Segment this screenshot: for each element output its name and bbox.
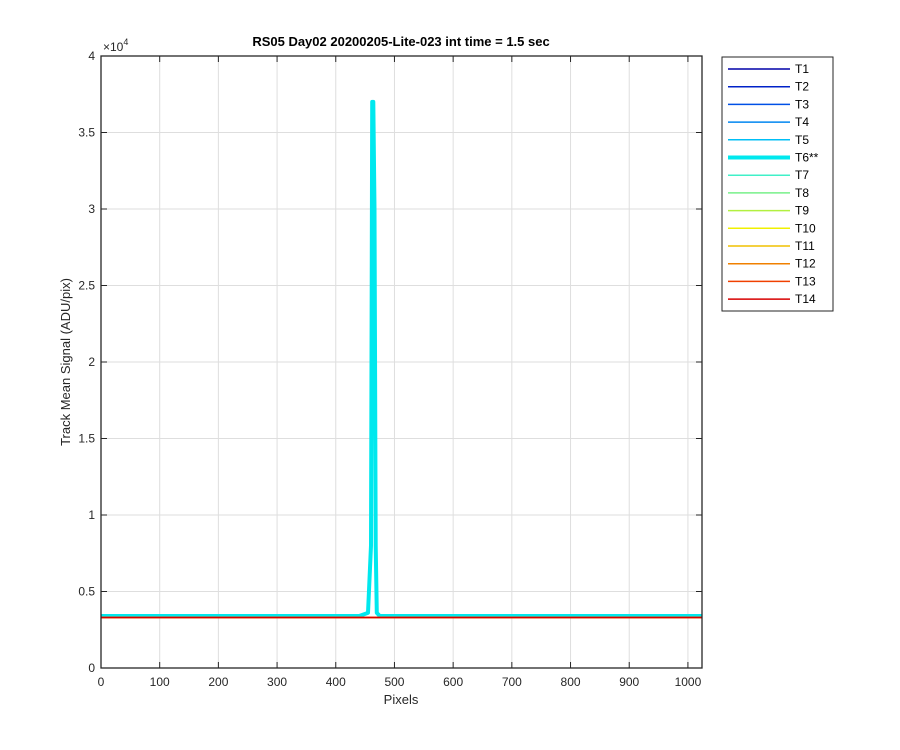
legend-entry: T8 bbox=[728, 186, 809, 200]
x-tick-label: 900 bbox=[619, 675, 639, 689]
legend-entry: T3 bbox=[728, 97, 809, 111]
legend-label: T12 bbox=[795, 257, 816, 271]
legend-entry: T14 bbox=[728, 292, 816, 306]
series-line-t6 bbox=[101, 99, 702, 618]
legend-label: T9 bbox=[795, 204, 809, 218]
x-tick-label: 1000 bbox=[675, 675, 702, 689]
legend-label: T2 bbox=[795, 80, 809, 94]
x-tick-label: 800 bbox=[561, 675, 581, 689]
y-tick-labels: 0 0.5 1 1.5 2 2.5 3 3.5 4 bbox=[78, 49, 95, 675]
legend-label: T5 bbox=[795, 133, 809, 147]
ticks bbox=[100, 55, 702, 669]
legend-entry: T10 bbox=[728, 221, 816, 235]
legend-label: T7 bbox=[795, 168, 809, 182]
x-tick-label: 0 bbox=[98, 675, 105, 689]
legend-label: T4 bbox=[795, 115, 809, 129]
legend-entry: T11 bbox=[728, 239, 815, 253]
y-tick-label: 1 bbox=[88, 508, 95, 522]
y-exponent-power: 4 bbox=[123, 37, 128, 47]
legend-label: T3 bbox=[795, 97, 809, 111]
legend-label: T11 bbox=[795, 239, 815, 253]
x-axis-label: Pixels bbox=[384, 692, 419, 707]
y-tick-label: 3 bbox=[88, 202, 95, 216]
x-tick-label: 100 bbox=[150, 675, 170, 689]
legend-label: T1 bbox=[795, 62, 809, 76]
legend-entry: T1 bbox=[728, 62, 809, 76]
x-tick-label: 500 bbox=[384, 675, 404, 689]
legend-entry: T9 bbox=[728, 204, 809, 218]
legend-label: T13 bbox=[795, 274, 816, 288]
x-tick-label: 700 bbox=[502, 675, 522, 689]
y-tick-label: 3.5 bbox=[78, 126, 95, 140]
legend-label: T8 bbox=[795, 186, 809, 200]
grid bbox=[101, 55, 702, 668]
y-tick-label: 2.5 bbox=[78, 279, 95, 293]
legend: T1 T2 T3 T4 T5 T6** T7 T8 T9 T10 T11 T12 T13 T14 bbox=[721, 56, 834, 312]
y-tick-label: 4 bbox=[88, 49, 95, 63]
chart-title: RS05 Day02 20200205-Lite-023 int time = … bbox=[252, 34, 549, 49]
x-tick-label: 400 bbox=[326, 675, 346, 689]
y-tick-label: 2 bbox=[88, 355, 95, 369]
legend-label: T10 bbox=[795, 221, 816, 235]
plot-area bbox=[100, 55, 703, 669]
legend-entry: T6** bbox=[728, 151, 819, 165]
legend-entry: T4 bbox=[728, 115, 809, 129]
x-tick-labels: 0 100 200 300 400 500 600 700 800 900 1000 bbox=[98, 675, 702, 689]
legend-label: T14 bbox=[795, 292, 816, 306]
x-tick-label: 300 bbox=[267, 675, 287, 689]
series-lines bbox=[101, 99, 702, 619]
y-tick-label: 1.5 bbox=[78, 432, 95, 446]
y-axis-exponent: ×104 bbox=[103, 37, 128, 54]
y-axis-label: Track Mean Signal (ADU/pix) bbox=[58, 278, 73, 446]
y-exponent-base: ×10 bbox=[103, 40, 124, 54]
legend-entry: T12 bbox=[728, 257, 816, 271]
legend-label: T6** bbox=[795, 151, 819, 165]
legend-entry: T7 bbox=[728, 168, 809, 182]
legend-items: T1 T2 T3 T4 T5 T6** T7 T8 T9 T10 T11 T12 T13 T14 bbox=[728, 62, 819, 306]
legend-entry: T2 bbox=[728, 80, 809, 94]
legend-entry: T5 bbox=[728, 133, 809, 147]
x-tick-label: 200 bbox=[208, 675, 228, 689]
legend-box bbox=[721, 56, 834, 312]
legend-entry: T13 bbox=[728, 274, 816, 288]
y-tick-label: 0 bbox=[88, 661, 95, 675]
y-tick-label: 0.5 bbox=[78, 585, 95, 599]
x-tick-label: 600 bbox=[443, 675, 463, 689]
